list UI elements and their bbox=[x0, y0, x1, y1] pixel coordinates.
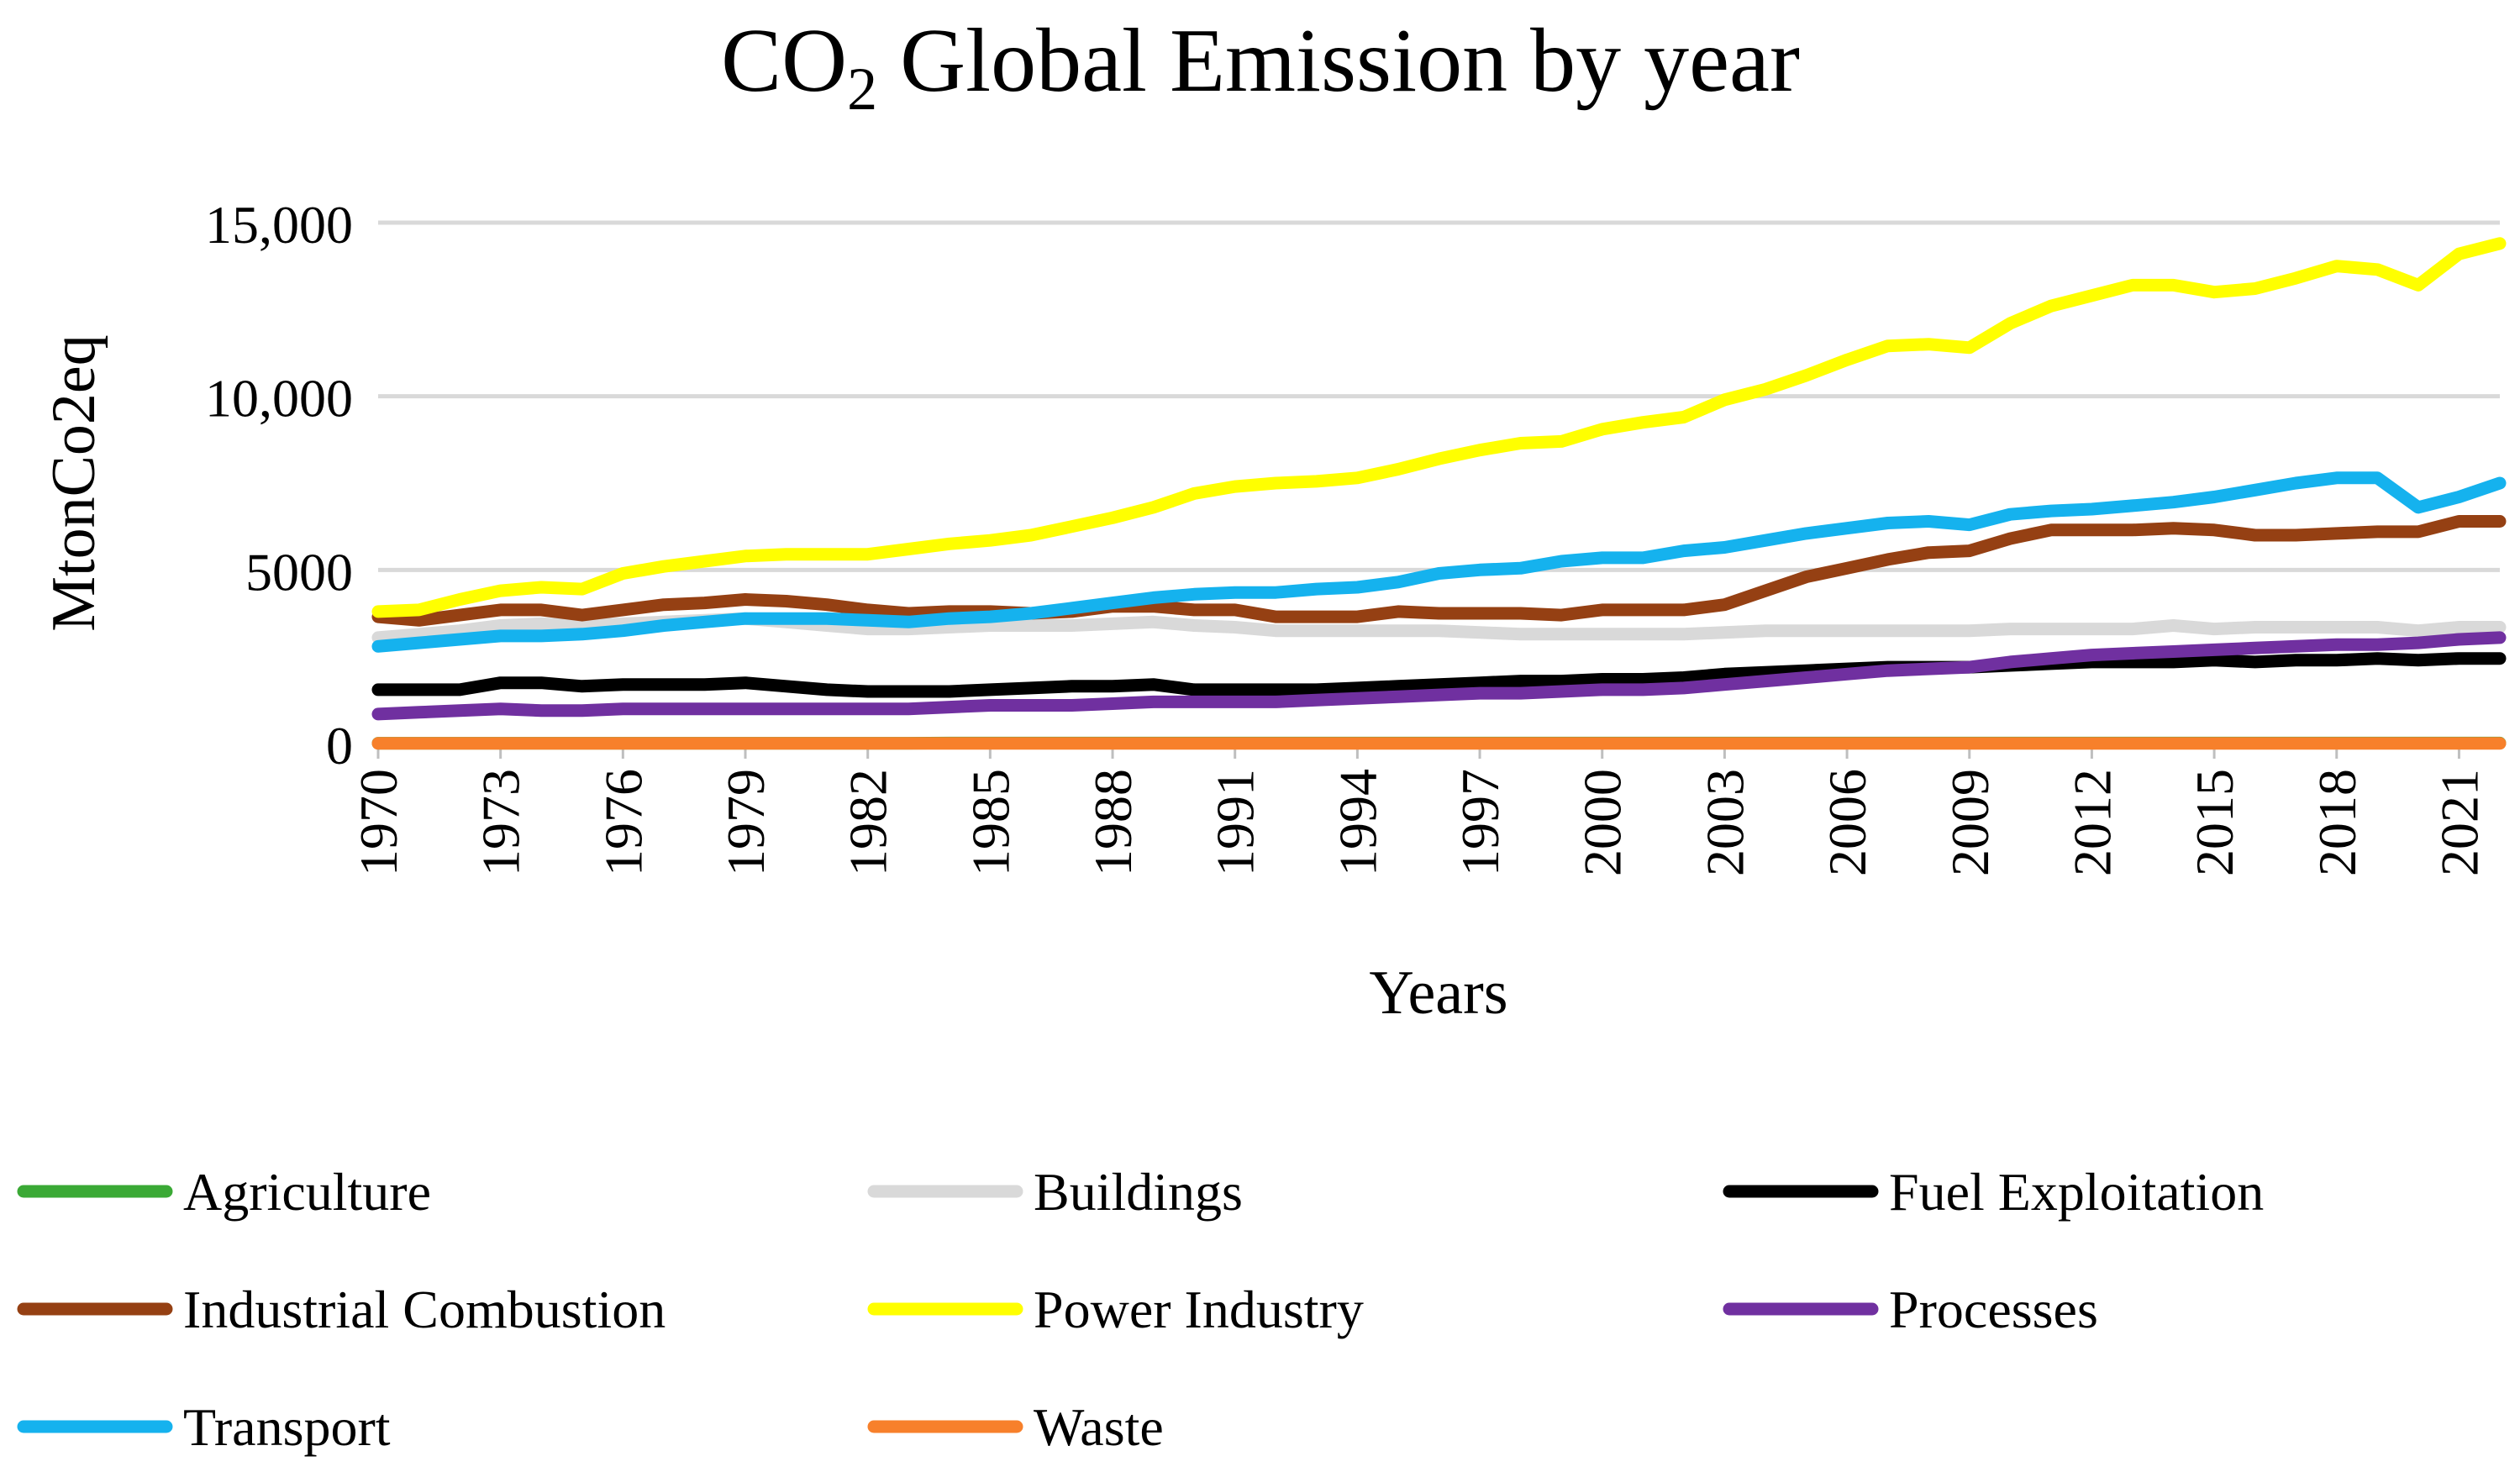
legend-item-power-industry: Power Industry bbox=[867, 1280, 1364, 1339]
chart-title-rest: Global Emission by year bbox=[877, 11, 1800, 111]
chart-title: CO2 Global Emission by year bbox=[721, 11, 1800, 123]
x-tick-label-2009: 2009 bbox=[1940, 769, 2000, 876]
legend-item-agriculture: Agriculture bbox=[17, 1162, 431, 1222]
legend-item-fuel-exploitation: Fuel Exploitation bbox=[1723, 1162, 2264, 1222]
legend-label-fuel-exploitation: Fuel Exploitation bbox=[1889, 1162, 2264, 1222]
legend-item-transport: Transport bbox=[17, 1397, 391, 1457]
x-tick-label-2003: 2003 bbox=[1695, 769, 1755, 876]
legend-item-processes: Processes bbox=[1723, 1280, 2098, 1339]
legend: Agriculture Buildings Fuel Exploitation Ind… bbox=[17, 1162, 2264, 1457]
legend-item-industrial-combustion: Industrial Combustion bbox=[17, 1280, 666, 1339]
x-tick-label-2012: 2012 bbox=[2062, 769, 2122, 876]
series-line-industrial-combustion bbox=[371, 515, 2507, 627]
x-tick-label-2018: 2018 bbox=[2307, 769, 2367, 876]
x-axis-label: Years bbox=[1369, 959, 1507, 1028]
x-tick-label-1973: 1973 bbox=[471, 769, 531, 876]
x-tick-label-2000: 2000 bbox=[1573, 769, 1633, 876]
legend-label-industrial-combustion: Industrial Combustion bbox=[183, 1280, 666, 1339]
y-tick-label-5000: 5000 bbox=[245, 542, 353, 602]
x-tick-label-2006: 2006 bbox=[1818, 769, 1877, 876]
y-tick-labels: 0 5000 10,000 15,000 bbox=[205, 195, 353, 775]
legend-label-processes: Processes bbox=[1889, 1280, 2098, 1339]
legend-label-buildings: Buildings bbox=[1034, 1162, 1243, 1222]
series-line-power-industry bbox=[371, 237, 2507, 618]
x-tick-label-1970: 1970 bbox=[349, 769, 408, 876]
legend-label-power-industry: Power Industry bbox=[1034, 1280, 1364, 1339]
series-line-transport bbox=[371, 471, 2507, 653]
x-tick-label-1988: 1988 bbox=[1083, 769, 1143, 876]
x-tick-label-1994: 1994 bbox=[1328, 769, 1387, 876]
gridlines bbox=[378, 220, 2500, 572]
x-tick-label-2021: 2021 bbox=[2429, 769, 2489, 876]
series-lines bbox=[371, 237, 2507, 750]
legend-item-waste: Waste bbox=[867, 1397, 1164, 1457]
chart-title-subscript: 2 bbox=[847, 55, 877, 123]
legend-label-transport: Transport bbox=[183, 1397, 391, 1457]
y-tick-label-10000: 10,000 bbox=[205, 369, 353, 428]
x-tick-label-1976: 1976 bbox=[593, 769, 653, 876]
y-axis-label: MtonCo2eq bbox=[39, 334, 108, 632]
legend-label-waste: Waste bbox=[1034, 1397, 1164, 1457]
x-tick-label-2015: 2015 bbox=[2185, 769, 2244, 876]
chart-title-main: CO bbox=[721, 11, 847, 111]
legend-item-buildings: Buildings bbox=[867, 1162, 1243, 1222]
x-tick-labels: 1970 1973 1976 1979 1982 1985 1988 1991 1994 1997… bbox=[349, 769, 2489, 876]
y-tick-label-0: 0 bbox=[326, 716, 353, 775]
x-tick-label-1979: 1979 bbox=[716, 769, 776, 876]
series-line-fuel-exploitation bbox=[371, 652, 2507, 698]
y-tick-label-15000: 15,000 bbox=[205, 195, 353, 255]
legend-label-agriculture: Agriculture bbox=[183, 1162, 431, 1222]
series-line-processes bbox=[371, 631, 2507, 721]
x-tick-label-1991: 1991 bbox=[1206, 769, 1265, 876]
x-tick-label-1985: 1985 bbox=[960, 769, 1020, 876]
x-tick-label-1982: 1982 bbox=[839, 769, 898, 876]
x-tick-label-1997: 1997 bbox=[1450, 769, 1510, 876]
